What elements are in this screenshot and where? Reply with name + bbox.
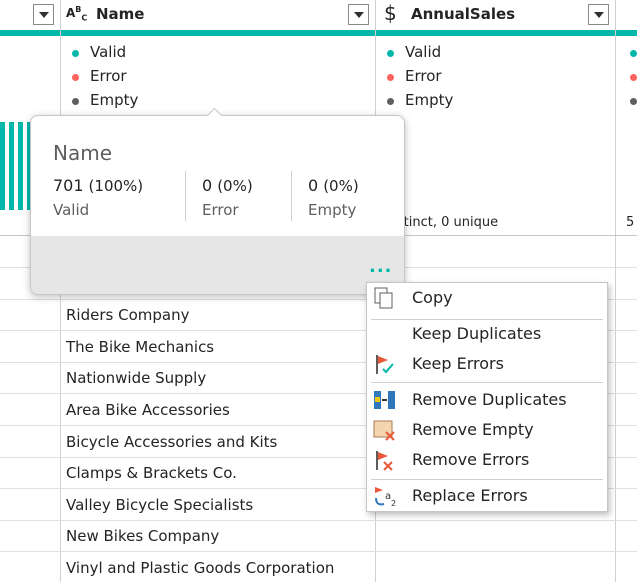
- row-divider: [0, 361, 637, 363]
- row-divider: [0, 393, 637, 395]
- menu-item[interactable]: Replace Errors: [412, 486, 528, 505]
- cell-name[interactable]: Clamps & Brackets Co.: [66, 464, 237, 483]
- stat-count-line: 0 (0%): [202, 176, 253, 195]
- menu-item[interactable]: Keep Duplicates: [412, 324, 542, 343]
- quality-label: Empty: [90, 91, 139, 109]
- cell-name[interactable]: Riders Company: [66, 306, 190, 325]
- menu-icon: [372, 286, 398, 312]
- quality-dot: [387, 50, 394, 57]
- stat-label: Valid: [53, 201, 90, 219]
- menu-separator: [371, 479, 603, 480]
- column-name[interactable]: AnnualSales: [411, 5, 516, 23]
- menu-icon: [372, 352, 398, 378]
- menu-item[interactable]: Remove Empty: [412, 420, 534, 439]
- svg-text:2: 2: [391, 499, 396, 508]
- menu-item[interactable]: Remove Errors: [412, 450, 530, 469]
- menu-item[interactable]: Keep Errors: [412, 354, 504, 373]
- column-divider: [615, 0, 616, 582]
- stat-count-line: 701 (100%): [53, 176, 143, 195]
- cell-name[interactable]: New Bikes Company: [66, 527, 220, 546]
- quality-label: Empty: [405, 91, 454, 109]
- icon: [374, 287, 393, 309]
- quality-dot: [630, 98, 637, 105]
- quality-label: Valid: [405, 43, 442, 61]
- row-divider: [0, 456, 637, 458]
- icon: [373, 420, 395, 441]
- menu-separator: [371, 382, 603, 383]
- column-name[interactable]: Name: [96, 5, 145, 23]
- stat-percent: (0%): [323, 177, 359, 195]
- quality-bar: [0, 30, 637, 36]
- cell-name[interactable]: Vinyl and Plastic Goods Corporation: [66, 559, 335, 577]
- stat-count: 0: [308, 176, 319, 195]
- distinct-summary: distinct, 0 unique: [385, 215, 499, 230]
- quality-label: Error: [90, 67, 127, 85]
- quality-dot: [630, 74, 637, 81]
- quality-dot: [72, 74, 79, 81]
- cell-name[interactable]: Area Bike Accessories: [66, 401, 230, 419]
- icon: [376, 355, 394, 374]
- quality-dot: [72, 50, 79, 57]
- column-dropdown[interactable]: [588, 4, 609, 25]
- stat-label: Empty: [308, 201, 357, 219]
- menu-item[interactable]: Copy: [412, 288, 453, 307]
- menu-item[interactable]: Remove Duplicates: [412, 390, 567, 409]
- context-menu: Copy Keep Duplicates Keep Errors Remove Dup…: [366, 282, 608, 512]
- column-quality-popup: Name ... 701 (100%) Valid 0 (0%) Error 0 (0%) Em…: [30, 115, 405, 295]
- type-icon: $: [384, 1, 397, 25]
- icon: [376, 451, 393, 471]
- type-icon: ABC: [66, 5, 88, 23]
- menu-icon: [372, 418, 398, 444]
- menu-separator: [371, 319, 603, 320]
- stat-percent: (100%): [88, 177, 144, 195]
- row-divider: [0, 425, 637, 426]
- column-dropdown[interactable]: [33, 4, 54, 25]
- row-divider: [0, 519, 637, 521]
- stat-percent: (0%): [217, 177, 253, 195]
- row-divider: [0, 488, 637, 490]
- quality-label: Error: [405, 67, 442, 85]
- cell-name[interactable]: Nationwide Supply: [66, 369, 207, 388]
- stat-count: 0: [202, 176, 213, 195]
- menu-icon: [372, 448, 398, 474]
- cell-name[interactable]: Valley Bicycle Specialists: [66, 495, 254, 514]
- cell-name[interactable]: The Bike Mechanics: [66, 337, 215, 356]
- row-divider: [0, 551, 637, 553]
- more-options[interactable]: ...: [369, 256, 393, 277]
- row-divider: [0, 330, 637, 332]
- svg-text:a: a: [385, 491, 391, 502]
- quality-label: Valid: [90, 43, 127, 61]
- column-dropdown[interactable]: [348, 4, 369, 25]
- menu-icon: [372, 388, 398, 414]
- distinct-summary: 5: [626, 215, 635, 230]
- icon: a2: [375, 487, 396, 508]
- popup-footer: [31, 236, 404, 294]
- quality-dot: [387, 74, 394, 81]
- popup-title: Name: [53, 141, 113, 165]
- stat-count-line: 0 (0%): [308, 176, 359, 195]
- stat-divider: [185, 171, 186, 221]
- quality-dot: [72, 98, 79, 105]
- quality-dot: [630, 50, 637, 57]
- row-divider: [0, 298, 637, 300]
- stat-count: 701: [53, 176, 84, 195]
- icon: [374, 391, 395, 409]
- quality-dot: [387, 98, 394, 105]
- stat-divider: [291, 171, 292, 221]
- stat-label: Error: [202, 201, 239, 219]
- column-header-row: [0, 0, 637, 30]
- cell-name[interactable]: Bicycle Accessories and Kits: [66, 432, 278, 451]
